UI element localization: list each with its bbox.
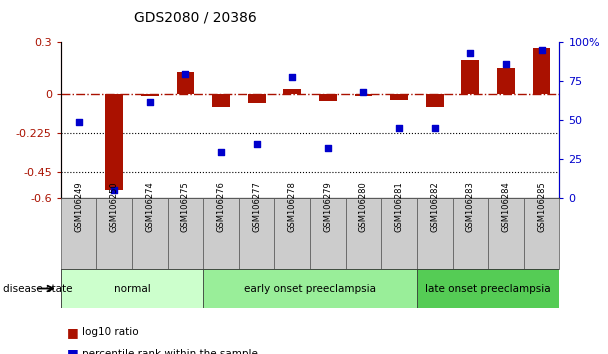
Point <box>74 119 83 125</box>
Bar <box>461 60 479 95</box>
Point <box>181 71 190 76</box>
Text: log10 ratio: log10 ratio <box>82 327 139 337</box>
Bar <box>417 269 559 308</box>
Text: normal: normal <box>114 284 150 293</box>
Text: GSM106279: GSM106279 <box>323 182 333 232</box>
Text: GSM106280: GSM106280 <box>359 182 368 232</box>
Bar <box>381 198 417 269</box>
Bar <box>61 269 203 308</box>
Bar <box>346 198 381 269</box>
Bar <box>61 198 97 269</box>
Bar <box>176 72 195 95</box>
Bar <box>354 95 372 96</box>
Bar <box>203 198 239 269</box>
Point <box>466 51 475 56</box>
Bar <box>212 95 230 107</box>
Bar <box>390 95 408 99</box>
Point <box>501 62 511 67</box>
Bar <box>132 198 168 269</box>
Text: GSM106250: GSM106250 <box>109 182 119 232</box>
Text: GSM106282: GSM106282 <box>430 182 439 232</box>
Text: GSM106278: GSM106278 <box>288 181 297 232</box>
Text: GSM106274: GSM106274 <box>145 182 154 232</box>
Bar <box>274 198 310 269</box>
Text: late onset preeclampsia: late onset preeclampsia <box>426 284 551 293</box>
Point <box>216 149 226 154</box>
Point <box>394 125 404 131</box>
Point <box>537 47 547 53</box>
Text: GSM106283: GSM106283 <box>466 181 475 232</box>
Bar <box>168 198 203 269</box>
Text: GSM106284: GSM106284 <box>502 182 511 232</box>
Bar <box>452 198 488 269</box>
Text: GSM106276: GSM106276 <box>216 181 226 232</box>
Point <box>430 125 440 131</box>
Point <box>252 141 261 147</box>
Bar <box>523 198 559 269</box>
Bar <box>283 89 301 95</box>
Text: disease state: disease state <box>3 284 72 293</box>
Text: percentile rank within the sample: percentile rank within the sample <box>82 349 258 354</box>
Bar <box>203 269 417 308</box>
Bar <box>417 198 452 269</box>
Text: GSM106275: GSM106275 <box>181 182 190 232</box>
Text: GSM106285: GSM106285 <box>537 182 546 232</box>
Bar <box>141 95 159 96</box>
Point <box>288 74 297 80</box>
Text: GSM106249: GSM106249 <box>74 182 83 232</box>
Bar <box>426 95 444 107</box>
Bar <box>239 198 274 269</box>
Text: early onset preeclampsia: early onset preeclampsia <box>244 284 376 293</box>
Point <box>109 188 119 193</box>
Text: GDS2080 / 20386: GDS2080 / 20386 <box>134 11 257 25</box>
Text: ■: ■ <box>67 347 78 354</box>
Point <box>323 145 333 151</box>
Text: GSM106281: GSM106281 <box>395 182 404 232</box>
Bar <box>97 198 132 269</box>
Bar <box>488 198 523 269</box>
Bar <box>310 198 346 269</box>
Text: ■: ■ <box>67 326 78 339</box>
Bar <box>497 68 515 95</box>
Bar <box>533 48 550 95</box>
Bar <box>319 95 337 101</box>
Point <box>145 99 154 104</box>
Bar <box>247 95 266 103</box>
Bar <box>105 95 123 190</box>
Point <box>359 90 368 95</box>
Text: GSM106277: GSM106277 <box>252 181 261 232</box>
